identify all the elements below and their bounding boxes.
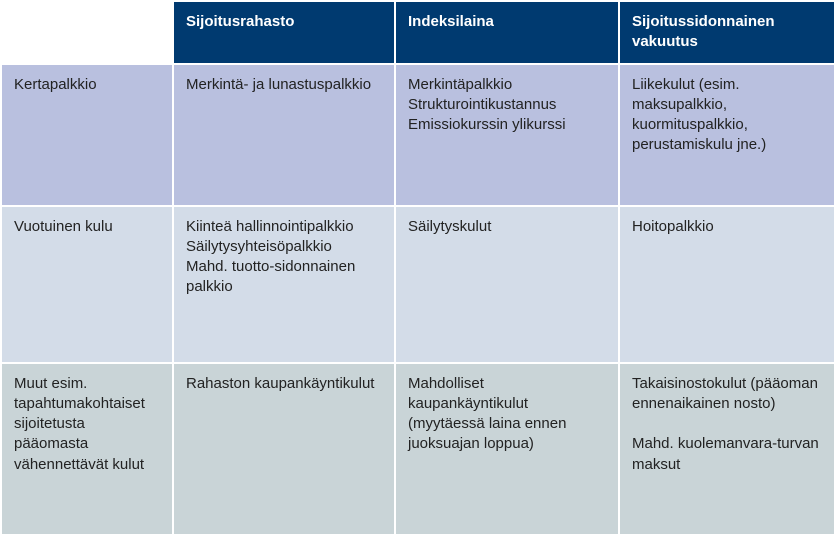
header-col-3: Sijoitussidonnainen vakuutus <box>620 2 834 63</box>
cell: Takaisinostokulut (pääoman ennenaikainen… <box>620 364 834 534</box>
cell: Rahaston kaupankäyntikulut <box>174 364 394 534</box>
table-row: Kertapalkkio Merkintä- ja lunastuspalkki… <box>2 65 834 205</box>
cell: Mahdolliset kaupankäyntikulut (myytäessä… <box>396 364 618 534</box>
table-row: Vuotuinen kulu Kiinteä hallinnointipalkk… <box>2 207 834 362</box>
cell: Säilytyskulut <box>396 207 618 362</box>
table-body: Kertapalkkio Merkintä- ja lunastuspalkki… <box>2 65 834 534</box>
header-col-2: Indeksilaina <box>396 2 618 63</box>
row-label: Vuotuinen kulu <box>2 207 172 362</box>
row-label: Kertapalkkio <box>2 65 172 205</box>
header-col-1: Sijoitusrahasto <box>174 2 394 63</box>
header-row: Sijoitusrahasto Indeksilaina Sijoitussid… <box>2 2 834 63</box>
cell: Merkintä- ja lunastuspalkkio <box>174 65 394 205</box>
table-row: Muut esim. tapahtumakohtaiset sijoitetus… <box>2 364 834 534</box>
header-empty <box>2 2 172 63</box>
cell: MerkintäpalkkioStrukturointikustannusEmi… <box>396 65 618 205</box>
cell: Hoitopalkkio <box>620 207 834 362</box>
cell: Kiinteä hallinnointipalkkioSäilytysyhtei… <box>174 207 394 362</box>
cost-comparison-table: Sijoitusrahasto Indeksilaina Sijoitussid… <box>0 0 834 536</box>
row-label: Muut esim. tapahtumakohtaiset sijoitetus… <box>2 364 172 534</box>
cell: Liikekulut (esim. maksupalkkio, kuormitu… <box>620 65 834 205</box>
